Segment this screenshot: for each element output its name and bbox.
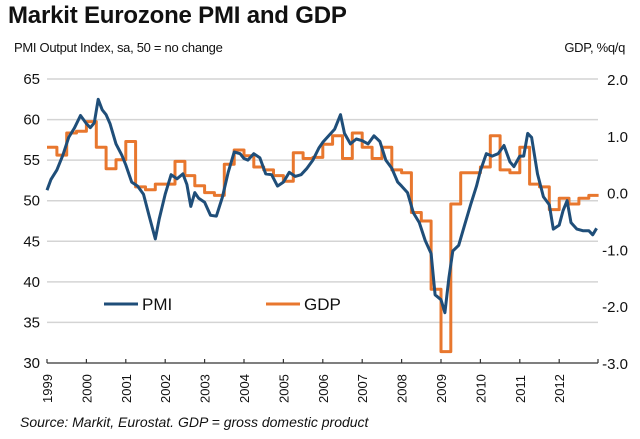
left-tick-label: 65 xyxy=(23,71,40,88)
left-tick-label: 45 xyxy=(23,233,40,250)
right-tick-label: -3.0 xyxy=(602,356,628,373)
x-tick-label: 2012 xyxy=(552,374,567,403)
x-tick-label: 2010 xyxy=(473,374,488,403)
x-tick-label: 2006 xyxy=(316,374,331,403)
left-axis-ticks: 65 60 55 50 45 40 35 30 xyxy=(23,71,40,372)
x-tick-label: 2000 xyxy=(79,374,94,403)
x-tick-label: 2005 xyxy=(276,374,291,403)
left-tick-label: 40 xyxy=(23,274,40,291)
x-tick-label: 1999 xyxy=(40,374,55,403)
right-tick-label: 2.0 xyxy=(607,72,628,89)
x-tick-label: 2007 xyxy=(355,374,370,403)
legend: PMI GDP xyxy=(104,295,341,314)
x-tick-label: 2008 xyxy=(395,374,410,403)
right-axis-ticks: 2.0 1.0 0.0 -1.0 -2.0 -3.0 xyxy=(602,72,628,373)
x-tick-label: 2003 xyxy=(198,374,213,403)
chart-title: Markit Eurozone PMI and GDP xyxy=(8,2,347,29)
left-tick-label: 60 xyxy=(23,112,40,129)
left-tick-label: 30 xyxy=(23,355,40,372)
series-line-gdp xyxy=(47,120,599,354)
legend-label-pmi: PMI xyxy=(142,295,172,314)
gridlines xyxy=(47,78,598,324)
x-tick-label: 2004 xyxy=(237,374,252,403)
x-tick-label: 2001 xyxy=(119,374,134,403)
x-tick-label: 2002 xyxy=(158,374,173,403)
legend-label-gdp: GDP xyxy=(304,295,341,314)
series-lines xyxy=(45,97,599,354)
x-axis: 1999 2000 2001 2002 2003 2004 2005 2006 2007 2008… xyxy=(40,359,599,403)
series-line-pmi xyxy=(45,97,598,315)
right-tick-label: 0.0 xyxy=(607,186,628,203)
left-axis-label: PMI Output Index, sa, 50 = no change xyxy=(14,40,223,55)
x-tick-label: 2009 xyxy=(434,374,449,403)
right-tick-label: -2.0 xyxy=(602,299,628,316)
source-note: Source: Markit, Eurostat. GDP = gross do… xyxy=(20,414,369,430)
right-tick-label: -1.0 xyxy=(602,242,628,259)
left-tick-label: 35 xyxy=(23,314,40,331)
left-tick-label: 50 xyxy=(23,193,40,210)
left-tick-label: 55 xyxy=(23,152,40,169)
right-axis-label: GDP, %q/q xyxy=(564,40,625,55)
x-tick-label: 2011 xyxy=(513,375,528,403)
right-tick-label: 1.0 xyxy=(607,129,628,146)
